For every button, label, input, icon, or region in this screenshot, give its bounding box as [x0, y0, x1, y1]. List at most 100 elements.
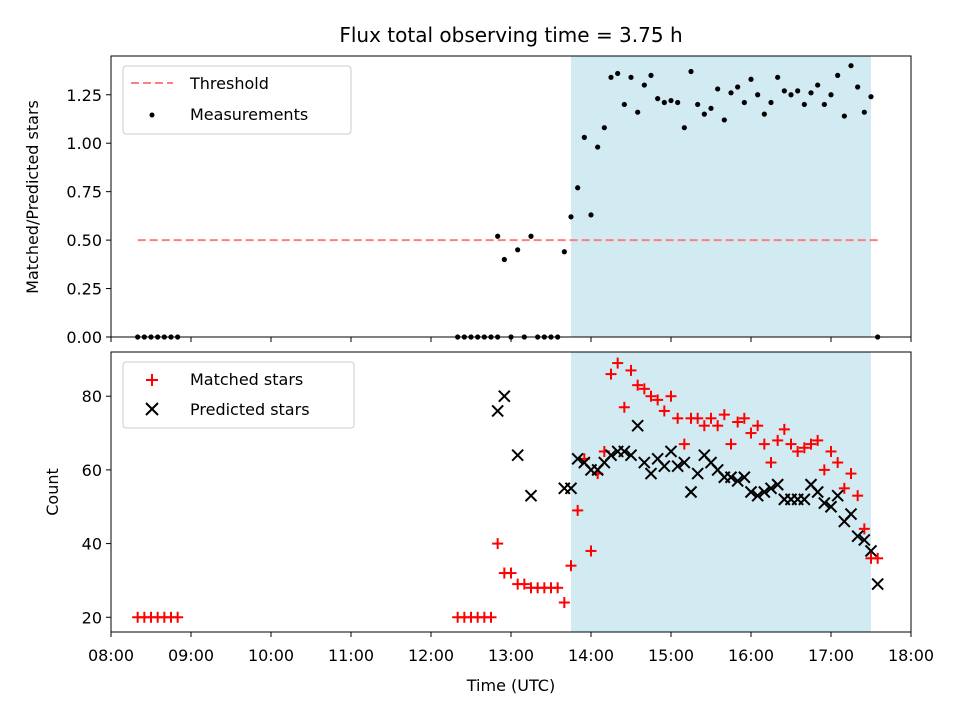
measurement-point: [835, 72, 841, 78]
x-tick-label: 18:00: [888, 646, 934, 665]
matched-star-point: [505, 567, 517, 579]
predicted-star-point: [664, 445, 678, 458]
measurement-point: [561, 249, 567, 255]
matched-star-point: [652, 394, 664, 406]
measurement-point: [701, 111, 707, 117]
predicted-star-point: [511, 448, 524, 462]
x-tick-label: 13:00: [488, 646, 534, 665]
matched-stars-legend-swatch: [146, 374, 158, 386]
matched-star-point: [565, 560, 577, 572]
measurement-point: [601, 125, 607, 131]
measurement-point: [775, 74, 781, 80]
measurement-point: [848, 63, 854, 69]
predicted-star-point: [671, 460, 684, 473]
x-tick-label: 17:00: [808, 646, 854, 665]
matched-star-point: [778, 423, 790, 435]
matched-star-point: [658, 405, 670, 417]
measurement-point: [841, 113, 847, 119]
matched-star-point: [692, 412, 704, 424]
measurement-point: [621, 101, 627, 108]
measurements-legend-swatch: [149, 112, 155, 118]
measurement-point: [788, 92, 794, 98]
predicted-star-point: [571, 452, 584, 466]
predicted-star-point: [764, 482, 778, 495]
x-tick-label: 08:00: [88, 646, 134, 665]
matched-star-point: [698, 420, 710, 432]
matched-star-point: [678, 438, 690, 450]
predicted-star-point: [818, 496, 831, 510]
y-tick-label: 0.75: [66, 183, 102, 202]
bottom-legend: Matched stars Predicted stars: [122, 361, 355, 429]
matched-star-point: [765, 457, 777, 469]
predicted-star-point: [498, 390, 511, 403]
matched-star-point: [832, 457, 844, 469]
matched-star-point: [852, 490, 864, 502]
matched-star-point: [758, 438, 770, 450]
measurement-point: [855, 84, 861, 90]
predicted-star-point: [644, 467, 658, 480]
x-axis-label: Time (UTC): [466, 676, 555, 695]
top-y-ticks: 0.00 0.25 0.50 0.75 1.00 1.25: [66, 86, 111, 347]
measurement-point: [588, 212, 594, 218]
matched-star-point: [752, 420, 764, 432]
matched-star-point: [872, 552, 884, 564]
matched-star-point: [558, 597, 570, 609]
predicted-star-point: [858, 533, 871, 547]
predicted-star-point: [724, 471, 738, 484]
top-y-axis-label: Matched/Predicted stars: [23, 100, 42, 294]
predicted-star-point: [658, 460, 671, 473]
measurement-point: [648, 72, 654, 78]
measurement-point: [735, 84, 741, 90]
measurement-point: [635, 109, 641, 115]
top-legend-box: [122, 65, 352, 135]
measurement-point: [688, 68, 694, 75]
matched-stars-legend-label: Matched stars: [190, 370, 303, 389]
matched-star-point: [492, 538, 504, 550]
bottom-legend-box: [122, 361, 355, 429]
y-tick-label: 80: [82, 387, 102, 406]
measurement-point: [568, 214, 574, 220]
measurement-point: [861, 109, 867, 115]
measurement-point: [828, 92, 834, 98]
predicted-star-point: [751, 489, 764, 502]
predicted-star-point: [871, 577, 884, 591]
y-tick-label: 20: [82, 608, 102, 627]
predicted-star-point: [798, 493, 811, 506]
measurement-point: [815, 82, 821, 88]
predicted-star-point: [678, 456, 691, 469]
matched-star-point: [638, 383, 650, 395]
matched-star-point: [798, 442, 810, 454]
measurement-point: [761, 111, 767, 117]
matched-star-point: [632, 379, 644, 391]
predicted-star-point: [864, 544, 878, 558]
matched-star-point: [825, 445, 837, 457]
measurement-point: [715, 86, 721, 92]
measurement-point: [575, 185, 581, 191]
measurement-point: [661, 99, 667, 106]
x-tick-label: 11:00: [328, 646, 374, 665]
measurement-point: [728, 90, 734, 96]
predicted-star-point: [824, 500, 838, 513]
predicted-star-point: [638, 456, 651, 469]
measurement-point: [628, 74, 634, 80]
predicted-star-point: [831, 489, 844, 502]
measurement-point: [501, 256, 507, 263]
matched-star-point: [792, 445, 804, 457]
y-tick-label: 60: [82, 461, 102, 480]
predicted-star-point: [811, 485, 824, 499]
measurement-point: [808, 90, 814, 96]
matched-star-point: [645, 390, 657, 402]
matched-star-point: [618, 401, 630, 413]
measurement-point: [528, 233, 534, 239]
measurement-point: [655, 96, 661, 102]
top-x-ticks: [110, 337, 912, 342]
predicted-star-point: [744, 485, 758, 499]
y-tick-label: 40: [82, 535, 102, 554]
predicted-star-point: [624, 448, 638, 462]
predicted-star-point: [844, 507, 858, 521]
measurement-point: [741, 99, 747, 106]
measurement-points: [135, 63, 881, 340]
chart-title: Flux total observing time = 3.75 h: [339, 23, 682, 47]
matched-star-point: [712, 420, 724, 432]
